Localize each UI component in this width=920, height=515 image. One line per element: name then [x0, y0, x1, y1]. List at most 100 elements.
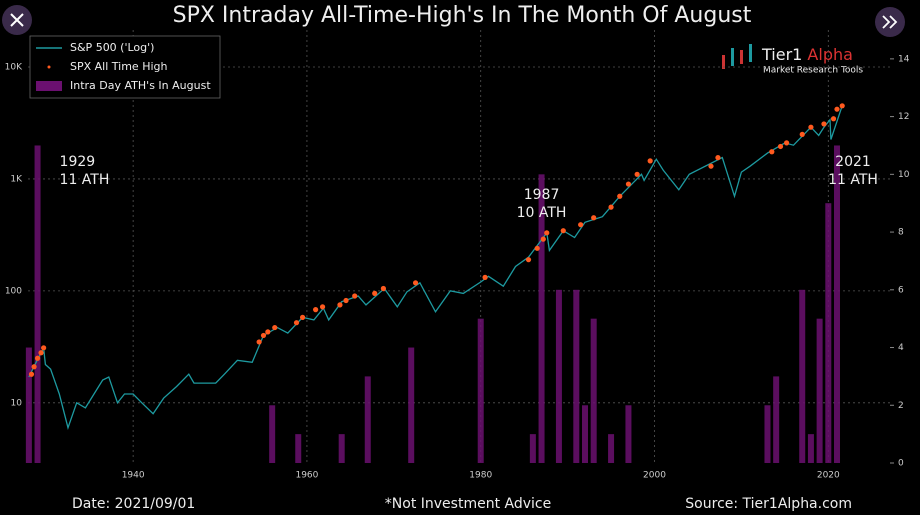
y-tick-label: 10 — [11, 398, 23, 408]
ath-point — [625, 181, 632, 187]
ath-point — [560, 228, 566, 234]
bar — [555, 289, 562, 463]
ath-point — [260, 332, 267, 339]
y2-tick-label: 12 — [898, 112, 909, 122]
ath-point — [299, 314, 306, 320]
ath-point — [38, 350, 44, 356]
y2-tick-label: 0 — [898, 459, 904, 469]
footer-note: *Not Investment Advice — [385, 496, 551, 512]
bar — [799, 289, 806, 463]
y2-tick-label: 8 — [898, 228, 904, 238]
ath-point — [265, 329, 271, 335]
ath-point — [372, 290, 378, 296]
ath-point — [482, 274, 488, 280]
y-tick-label: 1K — [10, 174, 23, 184]
ath-point — [256, 339, 262, 345]
bar — [581, 405, 588, 463]
bar — [773, 376, 780, 463]
bar — [833, 145, 840, 463]
legend-swatch — [36, 81, 62, 91]
ath-point — [777, 143, 784, 150]
bar — [825, 203, 832, 463]
ath-point — [380, 285, 387, 292]
x-tick-label: 1940 — [122, 471, 145, 481]
logo-tagline: Market Research Tools — [763, 66, 863, 76]
logo-icon — [722, 44, 752, 69]
ath-point — [34, 355, 41, 361]
line — [28, 105, 843, 430]
next-button[interactable] — [875, 7, 905, 37]
ath-point — [715, 155, 721, 161]
ath-point — [634, 171, 640, 177]
ath-point — [293, 320, 300, 326]
legend: S&P 500 ('Log') SPX All Time High Intra Da… — [29, 35, 221, 99]
bar — [625, 405, 632, 463]
bar — [608, 434, 615, 463]
ath-point — [343, 297, 349, 304]
annotation: 11 ATH — [60, 172, 110, 188]
x-tick-label: 2020 — [817, 471, 840, 481]
x-tick-label: 1960 — [295, 471, 318, 481]
x-tick-label: 2000 — [643, 471, 666, 481]
y2-tick-label: 2 — [898, 401, 904, 411]
y2-tick-label: 4 — [898, 343, 904, 353]
logo: Tier1 Alpha — [761, 45, 853, 64]
ath-point — [352, 293, 358, 299]
ath-point — [839, 103, 845, 109]
ath-point — [821, 121, 827, 127]
bar — [364, 376, 371, 463]
ath-point — [808, 124, 814, 130]
ath-point — [830, 116, 837, 122]
y-tick-label: 10K — [5, 62, 23, 72]
ath-point — [769, 149, 775, 155]
ath-point — [578, 222, 584, 228]
ath-point — [41, 345, 47, 351]
ath-point — [834, 106, 840, 112]
ath-point — [591, 215, 597, 221]
bar — [338, 434, 345, 463]
annotation: 2021 — [835, 154, 871, 170]
annotation: 1929 — [60, 154, 96, 170]
ath-point — [272, 324, 278, 331]
legend-label: S&P 500 ('Log') — [70, 41, 154, 54]
annotation: 11 ATH — [828, 172, 878, 188]
bar — [529, 434, 536, 463]
y-tick-label: 100 — [5, 286, 22, 296]
footer-date: Date: 2021/09/01 — [72, 496, 195, 512]
bar — [34, 145, 41, 463]
legend-swatch — [47, 65, 51, 69]
annotation: 1987 — [524, 187, 560, 203]
ath-point — [412, 280, 419, 286]
bar — [538, 174, 545, 464]
annotation: 10 ATH — [517, 205, 567, 221]
close-button[interactable] — [2, 5, 32, 35]
bar — [477, 318, 484, 463]
logo-name: Tier1 — [761, 45, 802, 64]
ath-point — [617, 193, 623, 199]
bar — [269, 405, 276, 463]
legend-label: SPX All Time High — [70, 60, 168, 73]
logo-accent: Alpha — [807, 45, 853, 64]
bar — [573, 289, 580, 463]
ath-point — [534, 245, 540, 251]
ath-point — [525, 257, 532, 263]
y2-tick-label: 14 — [898, 54, 910, 64]
ath-point — [337, 302, 343, 308]
ath-point — [708, 163, 714, 169]
chart-title: SPX Intraday All-Time-High's In The Mont… — [173, 3, 752, 28]
bar — [295, 434, 302, 463]
ath-point — [28, 371, 35, 377]
y2-tick-label: 6 — [898, 285, 904, 295]
legend-label: Intra Day ATH's In August — [70, 79, 211, 92]
ath-point — [544, 230, 550, 236]
bar — [590, 318, 597, 463]
ath-point — [608, 204, 614, 210]
y2-tick-label: 10 — [898, 170, 910, 180]
ath-point — [783, 140, 790, 146]
ath-point — [799, 131, 805, 137]
ath-point — [31, 364, 37, 370]
ath-point — [540, 236, 546, 242]
bar — [408, 347, 415, 463]
bar — [816, 318, 823, 463]
